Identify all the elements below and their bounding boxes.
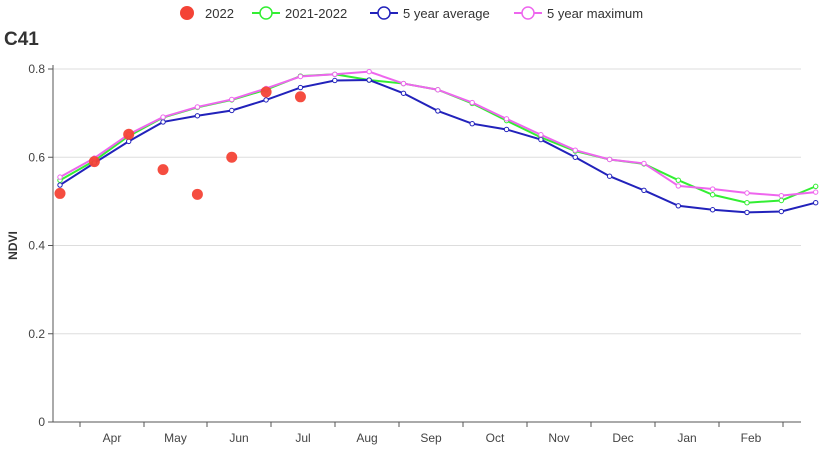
- axes: 0 0.2 0.4 0.6 0.8 Apr May Jun Jul Aug Sep Oct Nov Dec…: [28, 62, 801, 445]
- x-tick-label: Jul: [295, 431, 310, 445]
- scatter-point: [191, 188, 203, 200]
- series-5-year-maximum: [57, 68, 819, 199]
- series-point: [469, 99, 475, 106]
- series-point: [744, 190, 750, 196]
- legend-marker: [180, 6, 194, 20]
- series-point: [332, 71, 338, 77]
- scatter-point: [260, 86, 272, 98]
- x-tick-label: May: [164, 431, 187, 445]
- chart-title: C41: [4, 29, 39, 50]
- scatter-point: [54, 187, 66, 199]
- series-point: [778, 208, 785, 215]
- x-tick-label: Sep: [420, 431, 442, 445]
- legend-label: 2022: [205, 6, 234, 21]
- x-tick-label: Apr: [103, 431, 122, 445]
- legend-marker: [259, 6, 273, 20]
- series-point: [538, 132, 544, 138]
- scatter-point: [88, 156, 100, 168]
- y-tick-label: 0.6: [28, 150, 45, 164]
- y-tick-label: 0.8: [28, 62, 45, 76]
- series-point: [332, 77, 338, 84]
- series-point: [229, 107, 235, 114]
- series-point: [606, 173, 613, 179]
- series-point: [160, 114, 166, 120]
- series-line: [59, 79, 816, 214]
- series-point: [538, 136, 544, 143]
- series-point: [675, 183, 681, 189]
- series-point: [709, 207, 716, 213]
- x-tick-label: Feb: [741, 431, 762, 445]
- series-point: [813, 199, 819, 206]
- y-axis-label: NDVI: [6, 231, 20, 260]
- series-point: [400, 90, 407, 96]
- series-point: [57, 174, 63, 180]
- legend-item[interactable]: 5 year maximum: [514, 6, 643, 21]
- series-point: [675, 203, 681, 209]
- series-point: [813, 183, 819, 190]
- series-point: [57, 182, 63, 188]
- scatter-point: [157, 164, 169, 176]
- series-line: [59, 73, 817, 204]
- series-point: [297, 84, 304, 91]
- legend-marker: [521, 6, 535, 20]
- series-point: [606, 156, 613, 163]
- scatter-point: [226, 151, 238, 163]
- x-tick-label: Dec: [612, 431, 633, 445]
- series-point: [366, 68, 372, 75]
- series-point: [503, 116, 510, 122]
- x-tick-label: Jun: [229, 431, 248, 445]
- legend[interactable]: 2022 2021-2022 5 year average 5 year maximu…: [180, 6, 643, 21]
- series-point: [641, 160, 647, 167]
- series-point: [744, 199, 750, 206]
- series-point: [641, 187, 647, 194]
- legend-item[interactable]: 5 year average: [370, 6, 490, 21]
- legend-label: 5 year average: [403, 6, 490, 21]
- series-point: [263, 97, 269, 103]
- x-tick-label: Oct: [486, 431, 505, 445]
- series-point: [400, 80, 407, 87]
- series-point: [778, 192, 785, 199]
- series-point: [572, 147, 578, 153]
- series-point: [709, 186, 716, 192]
- series-point: [709, 192, 716, 198]
- series-point: [572, 154, 578, 160]
- scatter-layer: [54, 86, 306, 200]
- legend-label: 5 year maximum: [547, 6, 643, 21]
- scatter-point: [123, 128, 135, 140]
- series-point: [194, 104, 201, 110]
- y-tick-label: 0: [38, 415, 45, 429]
- series-point: [778, 197, 785, 204]
- y-tick-label: 0.2: [28, 327, 45, 341]
- series-point: [435, 87, 441, 93]
- series-2022: [54, 86, 306, 200]
- series-point: [744, 209, 750, 216]
- series-point: [194, 113, 201, 119]
- series-point: [366, 77, 372, 83]
- series-point: [160, 119, 166, 125]
- series-point: [503, 126, 510, 133]
- series-5-year-average: [57, 77, 819, 216]
- legend-marker: [377, 6, 391, 20]
- x-tick-label: Nov: [548, 431, 569, 445]
- scatter-point: [294, 91, 306, 103]
- series-point: [469, 121, 475, 127]
- x-tick-label: Jan: [677, 431, 696, 445]
- series-point: [813, 189, 819, 195]
- legend-label: 2021-2022: [285, 6, 347, 21]
- x-tick-label: Aug: [356, 431, 377, 445]
- series-point: [297, 73, 304, 80]
- series-layer: [57, 68, 819, 216]
- series-point: [675, 177, 681, 183]
- y-tick-label: 0.4: [28, 239, 45, 253]
- series-point: [126, 138, 132, 145]
- series-point: [229, 96, 235, 103]
- grid-lines: [53, 68, 801, 335]
- legend-item[interactable]: 2022: [180, 6, 234, 21]
- series-point: [435, 108, 441, 114]
- legend-item[interactable]: 2021-2022: [252, 6, 347, 21]
